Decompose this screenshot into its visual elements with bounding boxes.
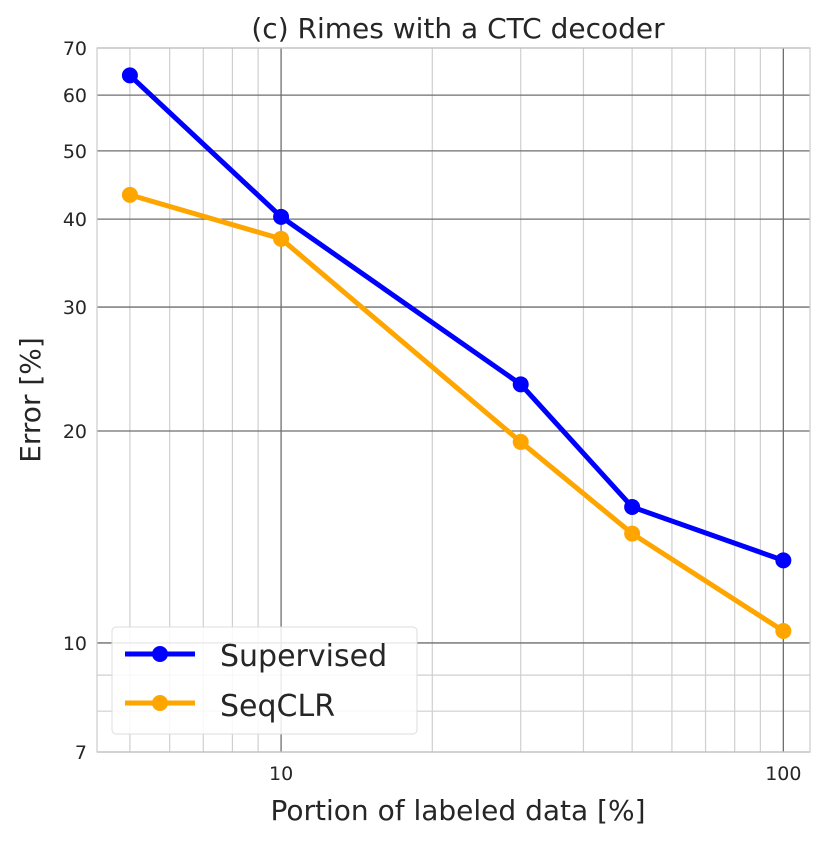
- y-tick-label: 7: [75, 742, 87, 764]
- series-line-supervised: [128, 73, 785, 563]
- legend-label-supervised: Supervised: [220, 639, 387, 674]
- chart-title: (c) Rimes with a CTC decoder: [251, 12, 665, 45]
- data-point-seqclr: [775, 622, 792, 639]
- y-tick-label: 70: [63, 38, 87, 60]
- data-point-supervised: [512, 376, 529, 393]
- data-point-seqclr: [121, 186, 138, 203]
- legend: Supervised SeqCLR: [111, 626, 418, 735]
- x-axis-label: Portion of labeled data [%]: [271, 794, 646, 827]
- y-tick-label: 30: [63, 297, 87, 319]
- data-point-supervised: [121, 67, 138, 84]
- data-point-supervised: [624, 498, 641, 515]
- x-tick-label: 100: [765, 763, 801, 785]
- series-group: [121, 67, 792, 639]
- y-tick-label: 60: [63, 85, 87, 107]
- tick-labels: 7 10 20 30 40 50 60 70 10 100: [63, 38, 802, 785]
- data-point-seqclr: [273, 230, 290, 247]
- data-point-seqclr: [624, 525, 641, 542]
- legend-marker-seqclr: [152, 695, 168, 711]
- y-tick-label: 50: [63, 141, 87, 163]
- series-line-seqclr: [129, 192, 785, 634]
- data-point-seqclr: [512, 433, 529, 450]
- data-point-supervised: [775, 552, 792, 569]
- y-tick-label: 10: [63, 633, 87, 655]
- y-axis-label: Error [%]: [14, 337, 47, 463]
- y-tick-label: 20: [63, 421, 87, 443]
- legend-label-seqclr: SeqCLR: [220, 689, 335, 724]
- x-tick-label: 10: [269, 763, 293, 785]
- y-tick-label: 40: [63, 209, 87, 231]
- legend-marker-supervised: [152, 646, 168, 662]
- plot-frame: [96, 47, 811, 753]
- data-point-supervised: [273, 208, 290, 225]
